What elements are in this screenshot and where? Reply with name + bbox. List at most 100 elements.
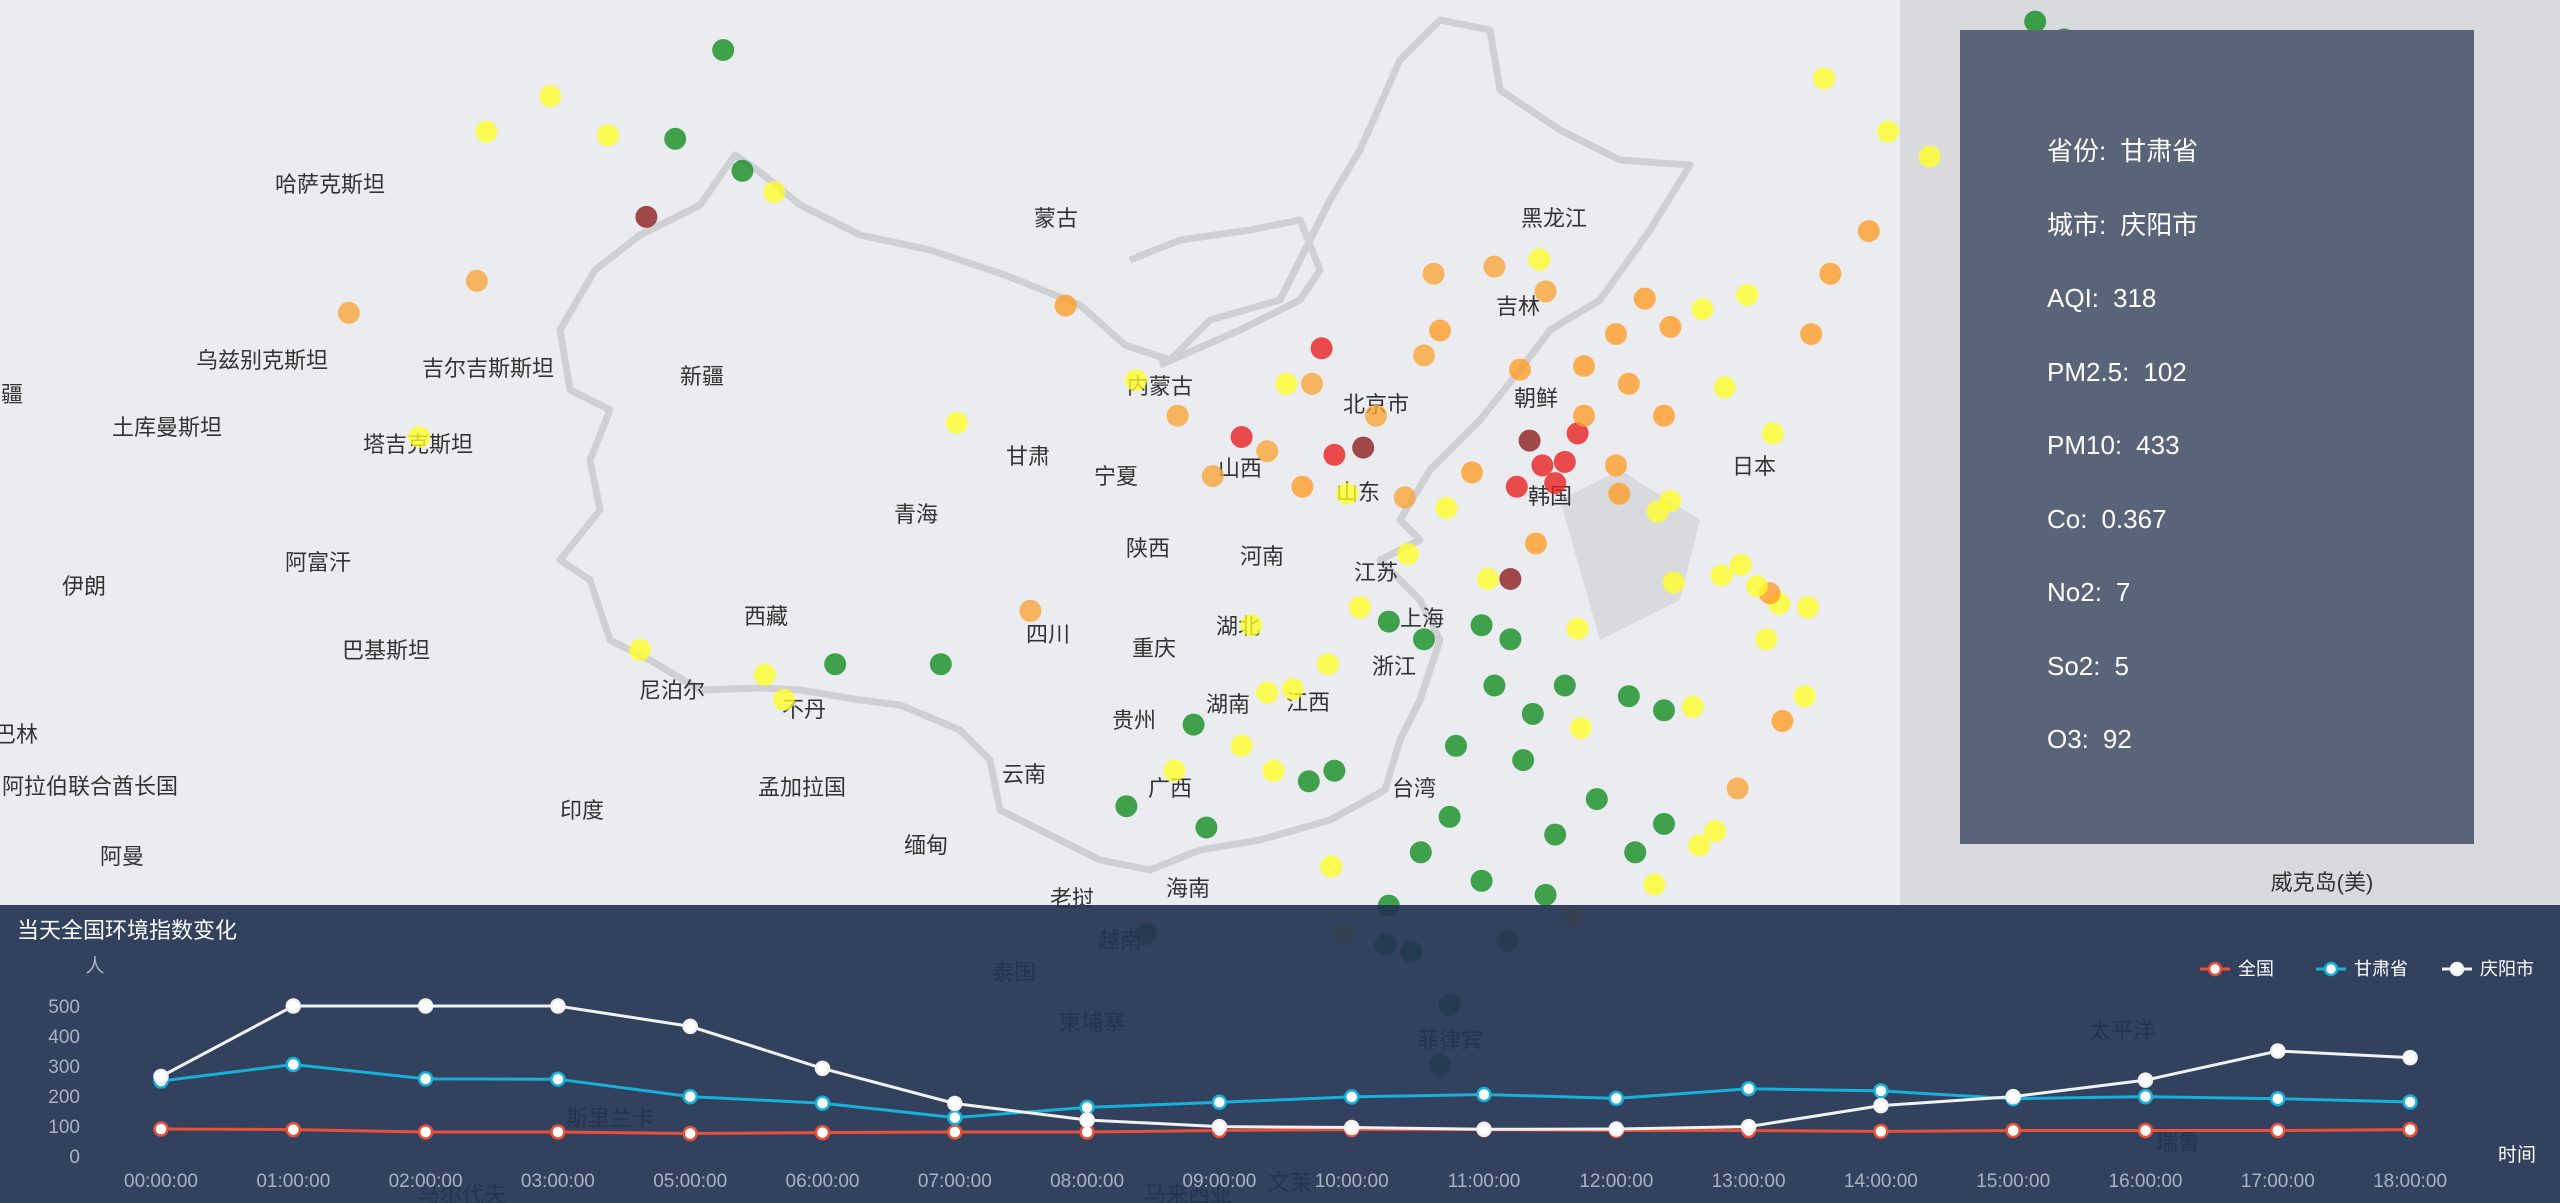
aqi-station-marker[interactable] bbox=[1435, 497, 1458, 519]
aqi-station-marker[interactable] bbox=[1429, 319, 1451, 342]
aqi-station-marker[interactable] bbox=[1662, 571, 1685, 594]
data-point[interactable] bbox=[682, 1125, 698, 1142]
data-point[interactable] bbox=[1608, 1121, 1625, 1137]
data-point[interactable] bbox=[2137, 1122, 2154, 1139]
aqi-station-marker[interactable] bbox=[1512, 749, 1535, 772]
aqi-station-marker[interactable] bbox=[1553, 674, 1576, 697]
aqi-station-marker[interactable] bbox=[1659, 489, 1682, 512]
aqi-station-marker[interactable] bbox=[1317, 653, 1339, 676]
data-point[interactable] bbox=[153, 1121, 169, 1137]
aqi-station-marker[interactable] bbox=[1857, 220, 1880, 243]
aqi-station-marker[interactable] bbox=[1653, 699, 1675, 722]
data-point[interactable] bbox=[814, 1095, 831, 1111]
aqi-station-marker[interactable] bbox=[1573, 404, 1595, 427]
data-point[interactable] bbox=[417, 1124, 434, 1140]
aqi-station-marker[interactable] bbox=[1262, 759, 1285, 782]
aqi-station-marker[interactable] bbox=[408, 426, 431, 448]
aqi-station-marker[interactable] bbox=[1819, 262, 1842, 285]
aqi-station-marker[interactable] bbox=[1793, 685, 1816, 708]
data-point[interactable] bbox=[285, 1121, 302, 1138]
aqi-station-marker[interactable] bbox=[1297, 770, 1320, 793]
aqi-station-marker[interactable] bbox=[1182, 713, 1205, 736]
data-point[interactable] bbox=[814, 1060, 831, 1077]
aqi-station-marker[interactable] bbox=[1729, 553, 1752, 576]
aqi-station-marker[interactable] bbox=[731, 159, 754, 182]
aqi-station-marker[interactable] bbox=[597, 124, 619, 147]
aqi-station-marker[interactable] bbox=[1166, 404, 1189, 427]
aqi-station-marker[interactable] bbox=[1201, 465, 1224, 488]
aqi-station-marker[interactable] bbox=[753, 663, 776, 686]
aqi-station-marker[interactable] bbox=[1336, 482, 1359, 505]
aqi-station-marker[interactable] bbox=[1531, 454, 1554, 477]
aqi-station-marker[interactable] bbox=[1291, 475, 1314, 498]
data-point[interactable] bbox=[1873, 1123, 1889, 1140]
aqi-station-marker[interactable] bbox=[1352, 436, 1375, 459]
aqi-station-marker[interactable] bbox=[1163, 759, 1186, 782]
aqi-station-marker[interactable] bbox=[1726, 777, 1749, 800]
aqi-station-marker[interactable] bbox=[1422, 262, 1445, 285]
aqi-station-marker[interactable] bbox=[1534, 280, 1557, 303]
data-point[interactable] bbox=[1740, 1081, 1757, 1097]
data-point[interactable] bbox=[2005, 1088, 2021, 1105]
data-point[interactable] bbox=[947, 1095, 963, 1112]
aqi-station-marker[interactable] bbox=[1528, 248, 1551, 271]
aqi-station-marker[interactable] bbox=[1643, 873, 1666, 896]
data-point[interactable] bbox=[2402, 1121, 2418, 1138]
data-point[interactable] bbox=[1476, 1086, 1492, 1103]
data-point[interactable] bbox=[2402, 1049, 2418, 1066]
data-point[interactable] bbox=[2005, 1122, 2021, 1139]
aqi-station-marker[interactable] bbox=[475, 120, 498, 143]
aqi-station-marker[interactable] bbox=[1710, 564, 1733, 587]
data-point[interactable] bbox=[550, 1124, 566, 1140]
aqi-station-marker[interactable] bbox=[1499, 568, 1522, 590]
aqi-station-marker[interactable] bbox=[337, 301, 360, 324]
aqi-station-marker[interactable] bbox=[1797, 596, 1819, 619]
aqi-station-marker[interactable] bbox=[1461, 461, 1483, 484]
aqi-station-marker[interactable] bbox=[1534, 883, 1557, 906]
data-point[interactable] bbox=[1608, 1090, 1625, 1107]
aqi-station-marker[interactable] bbox=[635, 205, 658, 228]
aqi-station-marker[interactable] bbox=[1256, 440, 1279, 463]
aqi-station-marker[interactable] bbox=[1518, 429, 1541, 452]
aqi-station-marker[interactable] bbox=[1918, 145, 1941, 168]
aqi-station-marker[interactable] bbox=[1633, 287, 1656, 310]
aqi-station-marker[interactable] bbox=[1605, 323, 1627, 346]
aqi-station-marker[interactable] bbox=[465, 269, 488, 292]
aqi-station-marker[interactable] bbox=[1477, 568, 1499, 590]
aqi-station-marker[interactable] bbox=[1409, 841, 1432, 864]
aqi-station-marker[interactable] bbox=[1323, 443, 1346, 466]
aqi-station-marker[interactable] bbox=[1605, 454, 1627, 477]
data-point[interactable] bbox=[947, 1124, 963, 1140]
aqi-station-marker[interactable] bbox=[1704, 820, 1727, 843]
aqi-station-marker[interactable] bbox=[1544, 472, 1567, 495]
aqi-station-marker[interactable] bbox=[1413, 344, 1435, 367]
legend-label[interactable]: 庆阳市 bbox=[2480, 959, 2534, 979]
legend-swatch-marker[interactable] bbox=[2449, 961, 2465, 977]
aqi-station-marker[interactable] bbox=[1320, 855, 1343, 878]
aqi-station-marker[interactable] bbox=[1483, 255, 1506, 278]
aqi-station-marker[interactable] bbox=[1115, 795, 1138, 818]
aqi-station-marker[interactable] bbox=[763, 181, 786, 204]
aqi-station-marker[interactable] bbox=[1745, 575, 1768, 598]
aqi-station-marker[interactable] bbox=[824, 653, 847, 676]
data-point[interactable] bbox=[1211, 1094, 1228, 1111]
aqi-station-marker[interactable] bbox=[1553, 450, 1576, 473]
aqi-station-marker[interactable] bbox=[1659, 315, 1682, 338]
aqi-station-marker[interactable] bbox=[1585, 788, 1608, 811]
data-point[interactable] bbox=[2402, 1094, 2418, 1110]
aqi-station-marker[interactable] bbox=[1054, 294, 1077, 317]
data-point[interactable] bbox=[947, 1109, 963, 1126]
aqi-station-marker[interactable] bbox=[1653, 812, 1675, 835]
data-point[interactable] bbox=[1079, 1099, 1095, 1116]
aqi-station-marker[interactable] bbox=[1470, 614, 1493, 637]
trend-line-chart[interactable]: 人 0 100 200 300 400 500 00:00:00 01:00:00 02:00:0… bbox=[0, 905, 2560, 1203]
aqi-station-marker[interactable] bbox=[1525, 532, 1547, 555]
data-point[interactable] bbox=[2137, 1072, 2154, 1088]
aqi-station-marker[interactable] bbox=[1019, 599, 1042, 622]
aqi-station-marker[interactable] bbox=[1509, 358, 1531, 381]
aqi-station-marker[interactable] bbox=[1761, 422, 1784, 445]
aqi-station-marker[interactable] bbox=[1413, 628, 1435, 651]
legend-swatch-marker[interactable] bbox=[2207, 961, 2223, 977]
aqi-station-marker[interactable] bbox=[1256, 681, 1279, 704]
aqi-station-marker[interactable] bbox=[1566, 422, 1589, 445]
